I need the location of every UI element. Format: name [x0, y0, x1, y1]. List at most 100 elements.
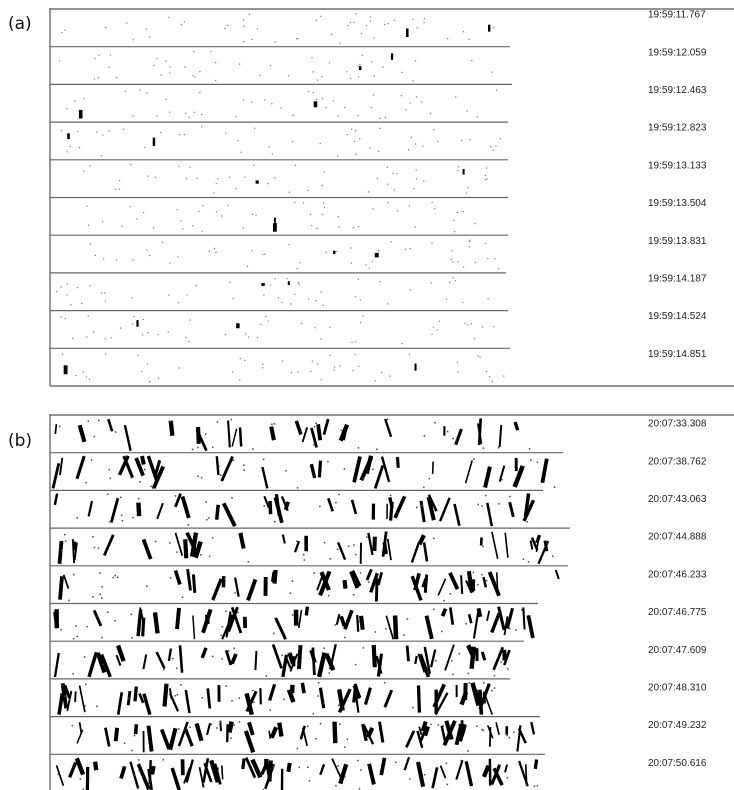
particle [180, 23, 182, 26]
particle [174, 532, 184, 556]
particle [454, 726, 463, 746]
particle [76, 729, 84, 744]
particle [346, 133, 349, 136]
particle [112, 576, 114, 579]
particle [119, 765, 127, 780]
particle [268, 683, 277, 701]
particle [262, 788, 264, 790]
particle [422, 542, 429, 562]
particle [495, 722, 500, 736]
particle [168, 420, 175, 437]
particle [63, 365, 68, 375]
particle [290, 372, 293, 374]
particle [332, 721, 338, 744]
particle [238, 532, 246, 549]
particle [139, 89, 141, 91]
particle [264, 759, 272, 782]
particle-layer [55, 13, 505, 383]
particle [446, 430, 449, 433]
particle [250, 758, 263, 779]
particle [352, 594, 355, 596]
particle [297, 371, 299, 373]
particle [141, 617, 146, 637]
particle [436, 329, 438, 331]
particle [291, 141, 294, 143]
particle [156, 115, 158, 117]
particle [200, 647, 208, 659]
particle [369, 20, 371, 22]
particle [376, 177, 378, 180]
particle [419, 500, 426, 523]
particle [403, 756, 411, 771]
particle [357, 115, 359, 117]
particle [144, 146, 146, 148]
particle [82, 788, 84, 790]
particle [220, 634, 222, 637]
particle [94, 254, 96, 256]
particle [120, 514, 123, 517]
particle [438, 497, 451, 522]
particle [259, 74, 261, 76]
particle [55, 291, 58, 293]
particle [152, 227, 155, 229]
particle [60, 286, 62, 288]
particle [491, 380, 493, 382]
particle [337, 704, 340, 706]
particle [467, 324, 469, 326]
particle [299, 725, 306, 740]
particle [405, 730, 416, 748]
particle [449, 593, 452, 595]
particle [344, 776, 346, 778]
particle [167, 331, 169, 333]
particle [512, 465, 525, 488]
particle [477, 418, 483, 445]
particle [225, 610, 227, 612]
particle [323, 647, 325, 649]
particle [448, 607, 455, 625]
particle [219, 721, 222, 724]
particle [268, 146, 270, 148]
particle [343, 427, 348, 441]
particle [264, 99, 266, 101]
particle [90, 459, 93, 461]
particle [423, 774, 426, 776]
particle [107, 418, 114, 432]
particle [418, 653, 431, 678]
particle [235, 116, 237, 118]
particle [329, 354, 331, 356]
particle [422, 145, 424, 147]
particle [71, 724, 74, 727]
particle [127, 697, 130, 700]
particle [493, 687, 496, 689]
particle [309, 463, 317, 479]
particle [169, 420, 172, 423]
particle [444, 644, 455, 671]
particle [239, 379, 241, 381]
particle [142, 334, 144, 336]
particle [418, 726, 423, 735]
particle [338, 763, 349, 785]
particle [300, 322, 302, 324]
particle [491, 531, 499, 559]
particle [358, 365, 360, 367]
particle [79, 778, 82, 780]
particle [365, 264, 367, 266]
particle [536, 461, 539, 464]
particle [274, 41, 276, 43]
particle [253, 701, 255, 703]
particle [221, 658, 223, 660]
timestamp: 19:59:13.133 [648, 160, 707, 171]
particle [280, 495, 289, 512]
particle [325, 107, 327, 109]
particle [263, 294, 265, 296]
particle [68, 761, 78, 779]
particle [517, 727, 527, 744]
particle [93, 435, 96, 438]
particle [294, 293, 296, 295]
particle [431, 202, 433, 204]
particle [304, 606, 310, 616]
particle [303, 559, 306, 561]
particle [93, 546, 96, 549]
particle [467, 672, 470, 675]
